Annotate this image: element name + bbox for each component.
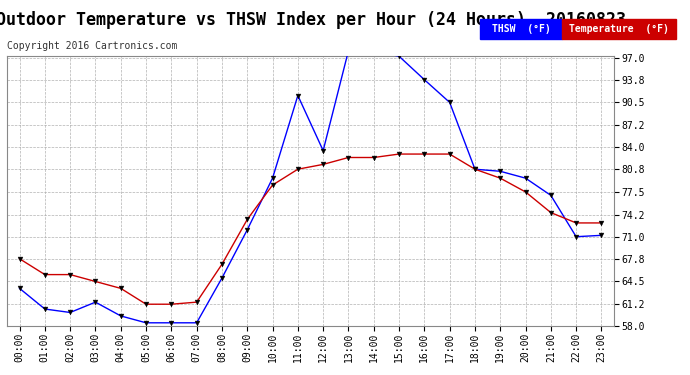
- Text: Outdoor Temperature vs THSW Index per Hour (24 Hours)  20160823: Outdoor Temperature vs THSW Index per Ho…: [0, 11, 626, 29]
- Text: THSW  (°F): THSW (°F): [491, 24, 551, 34]
- Text: Temperature  (°F): Temperature (°F): [569, 24, 669, 34]
- Text: Copyright 2016 Cartronics.com: Copyright 2016 Cartronics.com: [7, 41, 177, 51]
